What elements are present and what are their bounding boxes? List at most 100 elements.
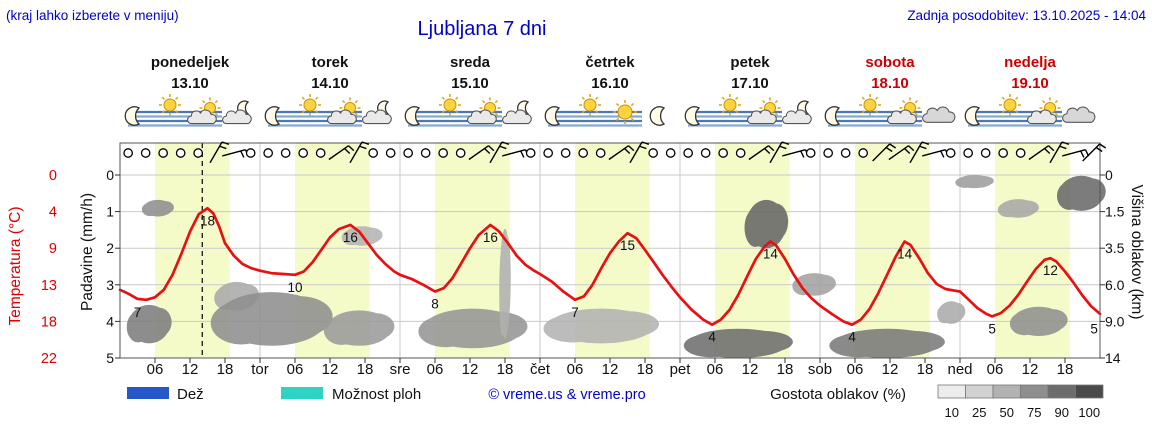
day-name-label: nedelja	[1004, 54, 1056, 71]
svg-ellipse	[733, 330, 793, 353]
cloud-icon	[222, 109, 252, 125]
showers-legend-swatch	[281, 387, 323, 399]
cloud-height-tick: 9.0	[1105, 313, 1125, 329]
svg-line	[1001, 110, 1005, 114]
weather-icon-sun-fog	[719, 94, 741, 116]
svg-line	[800, 150, 805, 158]
gradient-tick-label: 75	[1027, 405, 1041, 420]
x-day-abbrev: sre	[390, 361, 411, 378]
svg-ellipse	[1009, 311, 1039, 336]
svg-line	[344, 148, 351, 155]
cloud-cover-blobs	[126, 175, 1106, 358]
curve-point-label: 8	[431, 296, 439, 311]
curve-point-label: 16	[483, 230, 498, 245]
svg-ellipse	[360, 227, 383, 243]
svg-line	[914, 112, 918, 116]
svg-line	[1054, 112, 1058, 116]
svg-line	[240, 150, 245, 158]
svg-line	[581, 110, 585, 114]
wind-barb-icon	[328, 145, 355, 161]
svg-line	[909, 141, 923, 164]
day-name-label: torek	[312, 54, 349, 71]
svg-line	[455, 110, 459, 114]
svg-line	[315, 110, 319, 114]
svg-line	[630, 102, 635, 107]
x-hour-tick: 18	[217, 361, 234, 378]
svg-ellipse	[323, 316, 360, 345]
svg-ellipse	[147, 307, 172, 337]
calm-wind-circle-icon	[823, 148, 834, 158]
rain-legend-label: Dež	[177, 386, 204, 403]
weather-icon-sun-fog	[999, 94, 1021, 116]
curve-point-label: 5	[988, 321, 996, 336]
svg-line	[615, 117, 620, 122]
showers-legend-label: Možnost ploh	[332, 386, 421, 403]
weather-icon-moon	[124, 106, 141, 126]
svg-line	[494, 112, 498, 116]
calm-wind-circle-icon	[193, 148, 204, 158]
svg-ellipse	[997, 202, 1019, 218]
cloud-blob	[683, 328, 793, 358]
svg-line	[872, 143, 891, 162]
temperature-tick: 18	[41, 314, 57, 330]
calm-wind-circle-icon	[858, 148, 869, 158]
precipitation-tick: 3	[106, 277, 114, 293]
wind-barb-icon	[1049, 141, 1070, 164]
copyright-link[interactable]: © vreme.us & vreme.pro	[488, 387, 645, 403]
svg-line	[595, 110, 599, 114]
day-date-label: 16.10	[591, 75, 629, 92]
svg-line	[488, 145, 495, 152]
calm-wind-circle-icon	[123, 148, 134, 158]
gradient-tick-label: 10	[945, 405, 959, 420]
day-date-label: 17.10	[731, 75, 769, 92]
x-hour-tick: 06	[987, 361, 1004, 378]
x-hour-tick: 06	[287, 361, 304, 378]
day-date-label: 13.10	[171, 75, 209, 92]
svg-line	[735, 96, 739, 100]
svg-line	[904, 148, 911, 155]
calm-wind-circle-icon	[263, 148, 274, 158]
cloud-height-tick: 3.5	[1105, 240, 1125, 256]
svg-line	[628, 145, 635, 152]
calm-wind-circle-icon	[420, 148, 431, 158]
svg-circle	[617, 104, 633, 120]
svg-line	[921, 141, 930, 145]
svg-ellipse	[937, 305, 952, 324]
gradient-tick-label: 90	[1055, 405, 1069, 420]
sun-icon	[299, 94, 321, 116]
weather-icon-sun-fog	[159, 94, 181, 116]
cloud-height-axis-label: Višina oblakov (km)	[1128, 185, 1145, 320]
curve-point-label: 10	[287, 280, 302, 295]
wind-barb-icon	[468, 145, 495, 161]
svg-circle	[583, 98, 597, 112]
cloud-blob	[1056, 175, 1106, 211]
wind-barb-icon	[1028, 145, 1055, 161]
svg-ellipse	[949, 302, 966, 320]
svg-line	[219, 145, 227, 150]
location-hint: (kraj lahko izberete v meniju)	[6, 8, 179, 23]
svg-line	[301, 96, 305, 100]
svg-line	[222, 149, 246, 157]
temperature-tick: 13	[41, 278, 57, 294]
cloud-icon	[922, 106, 956, 123]
svg-ellipse	[764, 203, 789, 240]
svg-line	[441, 110, 445, 114]
svg-ellipse	[141, 202, 158, 217]
svg-circle	[863, 98, 877, 112]
temperature-point-labels: 7 18 10 16 8 16 7 15 4 14 4 14 5 12 5	[134, 213, 1098, 344]
cloud-icon	[1027, 109, 1057, 125]
calm-wind-circle-icon	[298, 148, 309, 158]
svg-line	[342, 100, 346, 104]
calm-wind-circle-icon	[280, 148, 291, 158]
curve-point-label: 15	[620, 238, 635, 253]
last-updated: Zadnja posodobitev: 13.10.2025 - 14:04	[907, 8, 1146, 23]
moon-icon	[544, 106, 561, 126]
weather-icon-sun-cloud	[747, 97, 781, 125]
temperature-tick: 9	[49, 241, 57, 257]
cloud-icon	[327, 109, 357, 125]
sun-icon	[859, 94, 881, 116]
x-hour-tick: 12	[602, 361, 619, 378]
svg-line	[782, 149, 806, 157]
day-headers: ponedeljek 13.10 torek 14.10 sreda 15.10 četrt…	[151, 54, 1057, 92]
